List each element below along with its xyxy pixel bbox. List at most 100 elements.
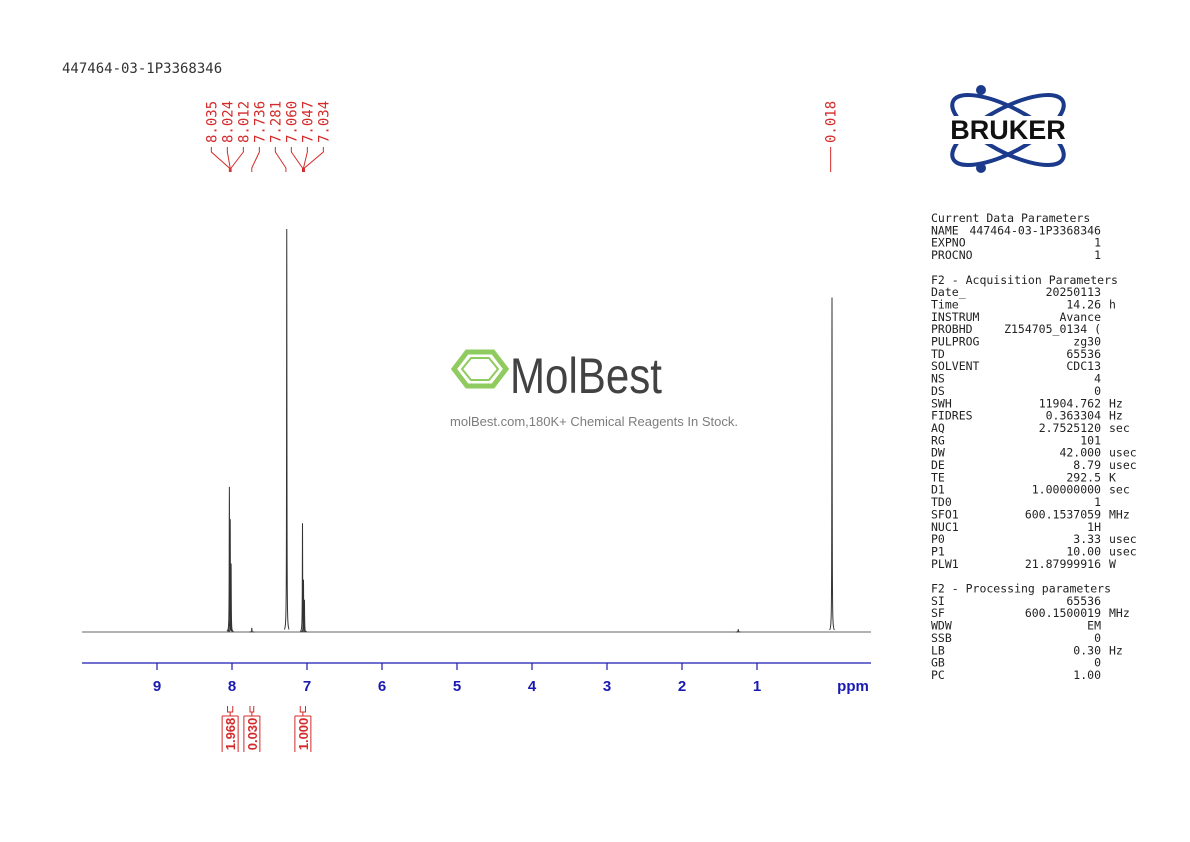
peak [735,629,741,633]
peak [301,599,307,633]
param-name: SWH [931,396,952,410]
x-tick-label: 1 [753,678,761,695]
param-section-title: F2 - Processing parameters [931,582,1111,596]
param-name: P1 [931,544,945,558]
param-name: SOLVENT [931,359,980,373]
peak-label: 7.060 [284,101,300,143]
x-tick-label: 7 [303,678,311,695]
peak-connector [303,147,324,172]
param-value: 21.87999916 [1025,557,1101,571]
integral-value: 1.968 [223,718,238,751]
param-name: WDW [931,619,952,633]
peak-label: 0.018 [824,101,840,143]
param-name: PC [931,668,945,682]
param-section-title: F2 - Acquisition Parameters [931,273,1118,287]
param-name: PROCNO [931,248,973,262]
watermark-tagline: molBest.com,180K+ Chemical Reagents In S… [450,414,738,429]
param-value: 0 [1094,631,1101,645]
param-value: 1 [1094,495,1101,509]
peak-connector [274,147,287,172]
param-section-title: Current Data Parameters [931,211,1090,225]
param-name: PLW1 [931,557,959,571]
param-name: RG [931,433,945,447]
param-value: 20250113 [1046,285,1101,299]
param-name: DE [931,458,945,472]
peak-label: 7.736 [252,101,268,143]
peak [228,563,234,633]
param-name: D1 [931,483,945,497]
param-name: DW [931,446,945,460]
param-name: NS [931,372,945,386]
x-tick-label: 2 [678,678,686,695]
param-unit: Hz [1109,643,1123,657]
integral-bracket [221,706,239,752]
peak-connector [290,147,303,172]
molbest-watermark: MolBest molBest.com,180K+ Chemical Reage… [450,348,738,429]
param-value: 600.1537059 [1025,507,1101,521]
param-value: 0.30 [1073,643,1101,657]
param-unit: sec [1109,483,1130,497]
param-unit: usec [1109,544,1137,558]
param-value: 1H [1087,520,1101,534]
param-value: 1.00 [1073,668,1101,682]
x-tick-label: 8 [228,678,236,695]
param-name: SI [931,594,945,608]
param-name: FIDRES [931,409,973,423]
peak [283,228,290,630]
peak [300,579,306,633]
param-value: 10.00 [1066,544,1101,558]
param-value: 0.363304 [1046,409,1101,423]
param-name: SFO1 [931,507,959,521]
x-axis-label: ppm [837,678,869,695]
param-value: 0 [1094,384,1101,398]
x-tick-label: 4 [528,678,537,695]
spectrum-title: 447464-03-1P3368346 [62,61,222,77]
peak [829,297,835,631]
peak [227,519,233,632]
param-name: INSTRUM [931,310,980,324]
param-value: 101 [1080,433,1101,447]
peak-connector [210,147,230,172]
param-unit: usec [1109,446,1137,460]
param-name: AQ [931,421,945,435]
integral-bracket [243,706,261,752]
peak-label: 8.024 [220,101,236,143]
param-name: SSB [931,631,952,645]
param-name: DS [931,384,945,398]
logo-text: BRUKER [950,115,1066,145]
x-tick-label: 6 [378,678,386,695]
param-name: PROBHD [931,322,973,336]
param-name: Date_ [931,285,966,299]
param-value: Z154705_0134 ( [1004,322,1101,336]
param-value: Avance [1059,310,1101,324]
param-unit: MHz [1109,507,1130,521]
param-value: 3.33 [1073,532,1101,546]
peak [226,486,233,632]
peak-label: 8.035 [204,101,220,143]
param-value: zg30 [1073,335,1101,349]
param-value: 14.26 [1066,297,1101,311]
peak [249,627,255,633]
param-value: 1.00000000 [1032,483,1101,497]
peak-label: 7.281 [268,101,284,143]
param-value: 0 [1094,656,1101,670]
peak-label: 7.047 [300,101,316,143]
peak-connector [302,147,308,172]
param-value: 600.1500019 [1025,606,1101,620]
param-unit: Hz [1109,409,1123,423]
param-name: LB [931,643,945,657]
param-name: TD [931,347,945,361]
peak-connector [251,147,260,172]
x-tick-label: 5 [453,678,461,695]
integral-value: 1.000 [296,718,311,751]
param-unit: MHz [1109,606,1130,620]
param-name: EXPNO [931,236,966,250]
param-value: 65536 [1066,594,1101,608]
bruker-logo: BRUKER [925,85,1091,173]
param-name: PULPROG [931,335,980,349]
param-unit: usec [1109,458,1137,472]
peak-label: 8.012 [236,101,252,143]
param-name: TD0 [931,495,952,509]
param-value: 2.7525120 [1039,421,1101,435]
